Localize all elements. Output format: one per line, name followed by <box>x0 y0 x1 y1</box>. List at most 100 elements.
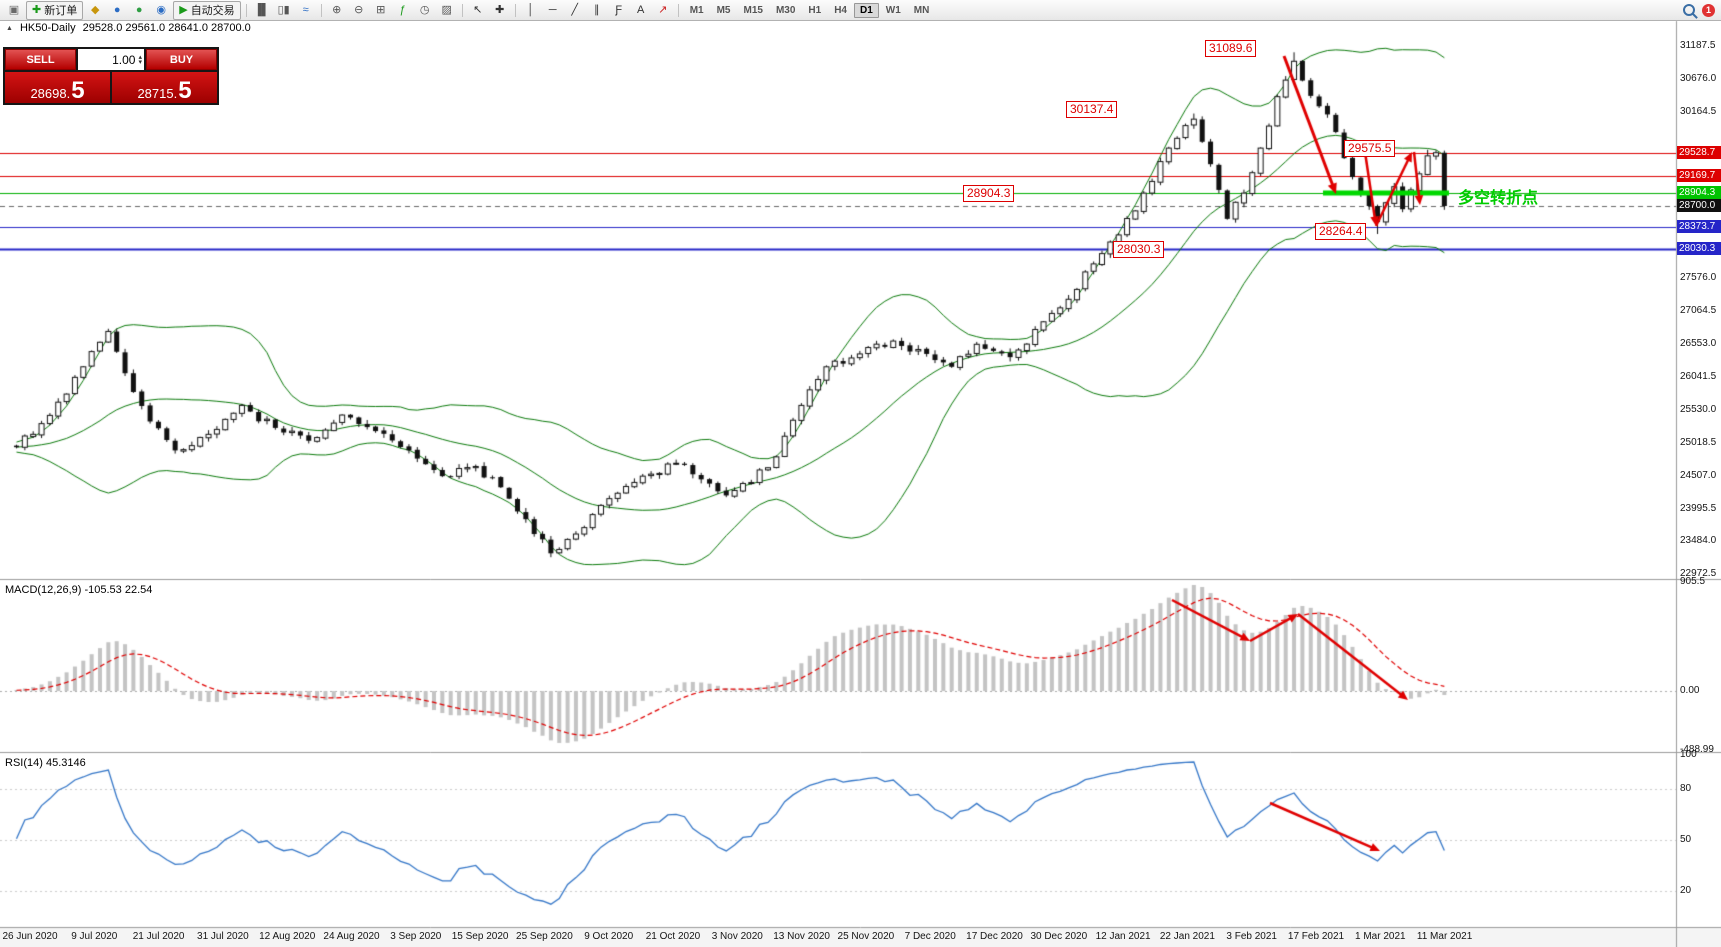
sell-price[interactable]: 28698. 5 <box>5 72 110 103</box>
price-annotation-tag[interactable]: 30137.4 <box>1066 101 1118 118</box>
price-axis-tick: 25530.0 <box>1680 403 1717 415</box>
main-toolbar: ▣ ✚ 新订单 ◆ ● ● ◉ ▶ 自动交易 ▐▌ ▯▮ ≈ ⊕ ⊖ ⊞ ƒ ◷ ▨ ↖ ✚ │ ─ ╱ ∥ Ƒ A ↗ M1 M5 M… <box>0 0 1721 21</box>
text-icon[interactable]: A <box>631 2 651 19</box>
price-annotation-tag[interactable]: 31089.6 <box>1205 40 1257 57</box>
trendline-icon[interactable]: ╱ <box>565 2 585 19</box>
zoom-in-icon-glyph: ⊕ <box>332 4 342 16</box>
timeframe-h4[interactable]: H4 <box>834 4 847 16</box>
deposit-icon[interactable]: ◆ <box>85 2 105 19</box>
tile-windows-icon[interactable]: ⊞ <box>371 2 391 19</box>
price-annotation-tag[interactable]: 29575.5 <box>1344 140 1396 157</box>
time-axis-label: 1 Mar 2021 <box>1355 931 1406 942</box>
news-icon[interactable]: ● <box>107 2 127 19</box>
toolbar-separator <box>677 3 679 17</box>
auto-trading-button-label: 自动交易 <box>190 5 235 17</box>
price-axis-tick: 22972.5 <box>1680 568 1717 580</box>
price-level-label: 29169.7 <box>1677 168 1721 182</box>
price-annotation-tag[interactable]: 28030.3 <box>1113 241 1165 258</box>
buy-price[interactable]: 28715. 5 <box>112 72 217 103</box>
price-level-label: 28373.7 <box>1677 219 1721 233</box>
rsi-axis-tick: 80 <box>1680 783 1692 794</box>
volume-down-icon[interactable]: ▾ <box>138 58 142 66</box>
time-axis-label: 30 Dec 2020 <box>1030 931 1088 942</box>
buy-price-big-digit: 5 <box>178 77 192 104</box>
crosshair-icon-glyph: ✚ <box>495 4 505 16</box>
pivot-point-label[interactable]: 多空转折点 <box>1458 190 1539 207</box>
chart-symbol-title: HK50-Daily <box>19 22 76 34</box>
price-axis-tick: 24507.0 <box>1680 469 1717 481</box>
volume-value[interactable]: 1.00 <box>112 52 136 67</box>
timeframe-m15[interactable]: M15 <box>743 4 763 16</box>
bar-chart-icon[interactable]: ▐▌ <box>252 2 272 19</box>
channel-icon-glyph: ∥ <box>593 4 600 16</box>
indicators-icon-glyph: ƒ <box>399 4 406 16</box>
price-level-label: 28700.0 <box>1677 198 1721 212</box>
zoom-out-icon[interactable]: ⊖ <box>349 2 369 19</box>
trendline-icon-glyph: ╱ <box>571 4 578 16</box>
bar-chart-icon-glyph: ▐▌ <box>253 4 270 16</box>
indicators-icon[interactable]: ƒ <box>393 2 413 19</box>
time-axis-label: 31 Jul 2020 <box>197 931 249 942</box>
time-axis-label: 12 Jan 2021 <box>1095 931 1151 942</box>
time-axis-label: 3 Nov 2020 <box>711 931 763 942</box>
candlestick-chart-icon[interactable]: ▯▮ <box>274 2 294 19</box>
zoom-in-icon[interactable]: ⊕ <box>327 2 347 19</box>
rsi-indicator-label: RSI(14) 45.3146 <box>5 757 86 769</box>
time-axis-label: 21 Oct 2020 <box>645 931 701 942</box>
time-axis-label: 7 Dec 2020 <box>904 931 956 942</box>
candlestick-chart-icon-glyph: ▯▮ <box>277 4 290 16</box>
periods-icon[interactable]: ◷ <box>415 2 435 19</box>
crosshair-icon[interactable]: ✚ <box>490 2 510 19</box>
auto-trading-button[interactable]: ▶ 自动交易 <box>173 0 241 20</box>
timeframe-h1[interactable]: H1 <box>808 4 822 16</box>
rsi-axis-tick: 100 <box>1680 749 1697 760</box>
timeframe-mn[interactable]: MN <box>913 4 930 16</box>
arrows-icon-glyph: ↗ <box>658 4 668 16</box>
vertical-line-icon-glyph: │ <box>527 4 535 16</box>
chart-ohlc-values: 29528.0 29561.0 28641.0 28700.0 <box>82 22 251 34</box>
sell-button[interactable]: SELL <box>5 49 76 70</box>
timeframe-m1[interactable]: M1 <box>689 4 704 16</box>
chart-window-icon[interactable]: ▣ <box>4 2 24 19</box>
channel-icon[interactable]: ∥ <box>587 2 607 19</box>
market-watch-icon[interactable]: ◉ <box>151 2 171 19</box>
buy-price-main: 28715. <box>137 86 178 101</box>
buy-button[interactable]: BUY <box>146 49 217 70</box>
timeframe-m30[interactable]: M30 <box>775 4 796 16</box>
time-axis-label: 17 Dec 2020 <box>966 931 1023 942</box>
deposit-icon-glyph: ◆ <box>90 4 100 16</box>
volume-field[interactable]: 1.00 ▴ ▾ <box>78 49 144 70</box>
timeframe-w1[interactable]: W1 <box>885 4 901 16</box>
price-annotation-tag[interactable]: 28904.3 <box>963 185 1015 202</box>
chart-window-icon-glyph: ▣ <box>8 4 20 16</box>
notification-badge[interactable]: 1 <box>1702 3 1715 17</box>
templates-icon[interactable]: ▨ <box>437 2 457 19</box>
fibonacci-icon[interactable]: Ƒ <box>609 2 629 19</box>
market-watch-icon-glyph: ◉ <box>156 4 167 16</box>
time-axis-label: 25 Nov 2020 <box>837 931 895 942</box>
toolbar-separator <box>320 3 322 17</box>
collapse-icon[interactable]: ▲ <box>6 24 13 32</box>
price-annotation-tag[interactable]: 28264.4 <box>1315 223 1367 240</box>
new-order-button[interactable]: ✚ 新订单 <box>26 0 84 20</box>
horizontal-line-icon[interactable]: ─ <box>543 2 563 19</box>
time-axis-label: 9 Oct 2020 <box>584 931 634 942</box>
search-icon[interactable] <box>1683 4 1695 16</box>
community-icon[interactable]: ● <box>129 2 149 19</box>
toolbar-right: 1 <box>1683 3 1717 17</box>
vertical-line-icon[interactable]: │ <box>521 2 541 19</box>
line-chart-icon[interactable]: ≈ <box>296 2 316 19</box>
toolbar-separator <box>245 3 247 17</box>
arrows-icon[interactable]: ↗ <box>653 2 673 19</box>
chart-title-bar: ▲ HK50-Daily 29528.0 29561.0 28641.0 287… <box>6 22 251 34</box>
cursor-icon[interactable]: ↖ <box>468 2 488 19</box>
timeframe-d1[interactable]: D1 <box>854 2 879 18</box>
price-axis-tick: 26553.0 <box>1680 338 1717 350</box>
news-icon-glyph: ● <box>113 4 121 16</box>
timeframe-m5[interactable]: M5 <box>716 4 731 16</box>
time-axis-label: 25 Sep 2020 <box>516 931 573 942</box>
volume-up-icon[interactable]: ▴ <box>138 53 142 61</box>
order-controls-row: SELL 1.00 ▴ ▾ BUY <box>5 49 217 70</box>
